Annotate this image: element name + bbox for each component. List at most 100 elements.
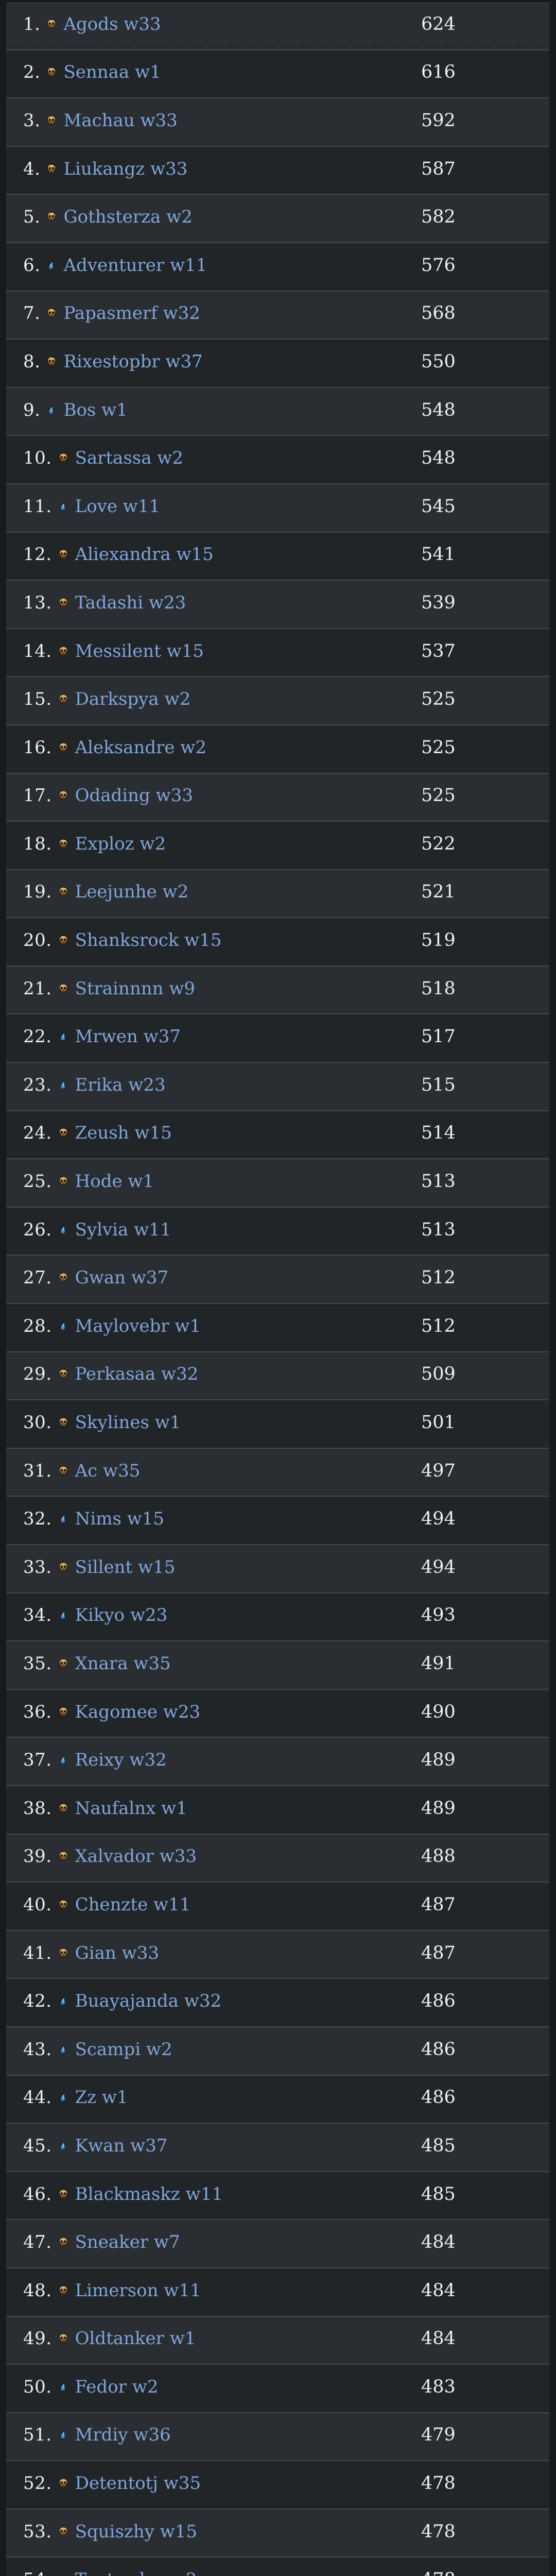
rank-label: 3. — [23, 110, 41, 131]
score-value: 501 — [421, 1412, 456, 1433]
player-name-link[interactable]: Bos w1 — [63, 399, 128, 420]
player-name-link[interactable]: Gian w33 — [75, 1942, 159, 1963]
player-name-link[interactable]: Reixy w32 — [75, 1750, 167, 1771]
table-row: 22. Mrwen w37 517 — [6, 1014, 549, 1063]
skull-icon — [58, 1707, 68, 1717]
skull-icon — [58, 694, 68, 704]
score-value: 582 — [421, 207, 456, 228]
score-value: 548 — [421, 448, 456, 469]
player-name-link[interactable]: Blackmaskz w11 — [75, 2183, 223, 2205]
player-name-link[interactable]: Toptwelve w2 — [75, 2569, 197, 2576]
rank-label: 44. — [23, 2087, 52, 2108]
player-name-link[interactable]: Detentotj w35 — [75, 2473, 201, 2494]
score-value: 545 — [421, 496, 456, 517]
player-name-link[interactable]: Agods w33 — [63, 13, 161, 35]
table-row: 54. Toptwelve w2 478 — [6, 2557, 549, 2576]
rank-label: 8. — [23, 351, 41, 372]
table-row: 48. Limerson w11 484 — [6, 2268, 549, 2317]
player-name-link[interactable]: Oldtanker w1 — [75, 2328, 196, 2349]
blue-flame-icon — [58, 1031, 68, 1042]
player-name-link[interactable]: Strainnnn w9 — [75, 978, 196, 999]
score-value: 489 — [421, 1750, 456, 1771]
player-name-link[interactable]: Xalvador w33 — [75, 1846, 197, 1867]
score-value: 509 — [421, 1364, 456, 1385]
player-name-link[interactable]: Adventurer w11 — [63, 255, 207, 276]
player-name-link[interactable]: Ac w35 — [75, 1460, 141, 1481]
table-row: 28. Maylovebr w1 512 — [6, 1304, 549, 1352]
player-name-link[interactable]: Skylines w1 — [75, 1412, 181, 1433]
player-name-link[interactable]: Nims w15 — [75, 1509, 165, 1530]
player-name-link[interactable]: Love w11 — [75, 496, 161, 517]
skull-icon — [58, 453, 68, 463]
score-value: 485 — [421, 2135, 456, 2156]
player-name-link[interactable]: Exploz w2 — [75, 833, 166, 854]
player-name-link[interactable]: Aliexandra w15 — [75, 544, 214, 565]
player-name-link[interactable]: Limerson w11 — [75, 2280, 201, 2301]
player-name-link[interactable]: Aleksandre w2 — [75, 737, 207, 758]
player-name-link[interactable]: Zeush w15 — [75, 1123, 172, 1144]
table-row: 11. Love w11 545 — [6, 484, 549, 533]
player-name-link[interactable]: Sneaker w7 — [75, 2232, 180, 2253]
player-name-link[interactable]: Naufalnx w1 — [75, 1798, 187, 1819]
leaderboard: 1. Agods w33 624 2. — [6, 0, 549, 2576]
rank-label: 15. — [23, 689, 52, 710]
player-name-link[interactable]: Erika w23 — [75, 1074, 166, 1095]
player-name-link[interactable]: Scampi w2 — [75, 2039, 172, 2060]
score-value: 497 — [421, 1460, 456, 1481]
player-name-link[interactable]: Xnara w35 — [75, 1653, 171, 1674]
player-name-link[interactable]: Fedor w2 — [75, 2376, 159, 2397]
table-row: 7. Papasmerf w32 568 — [6, 291, 549, 340]
player-name-link[interactable]: Squiszhy w15 — [75, 2521, 198, 2542]
score-value: 537 — [421, 640, 456, 662]
player-name-link[interactable]: Machau w33 — [63, 110, 178, 131]
rank-label: 39. — [23, 1846, 52, 1867]
player-name-link[interactable]: Shanksrock w15 — [75, 930, 222, 951]
player-name-link[interactable]: Rixestopbr w37 — [63, 351, 203, 372]
rank-label: 35. — [23, 1653, 52, 1674]
player-name-link[interactable]: Chenzte w11 — [75, 1894, 191, 1915]
player-name-link[interactable]: Papasmerf w32 — [63, 303, 200, 324]
rank-label: 42. — [23, 1991, 52, 2012]
rank-label: 34. — [23, 1605, 52, 1626]
blue-flame-icon — [58, 1755, 68, 1765]
player-name-link[interactable]: Perkasaa w32 — [75, 1364, 199, 1385]
player-name-link[interactable]: Liukangz w33 — [63, 158, 188, 179]
player-name-link[interactable]: Mrwen w37 — [75, 1026, 181, 1047]
player-name-link[interactable]: Buayajanda w32 — [75, 1991, 222, 2012]
score-value: 539 — [421, 592, 456, 613]
rank-label: 14. — [23, 640, 52, 662]
table-row: 23. Erika w23 515 — [6, 1063, 549, 1111]
player-name-link[interactable]: Gwan w37 — [75, 1267, 169, 1289]
blue-flame-icon — [58, 2382, 68, 2392]
player-name-link[interactable]: Kikyo w23 — [75, 1605, 168, 1626]
player-name-link[interactable]: Odading w33 — [75, 785, 193, 806]
player-name-link[interactable]: Kwan w37 — [75, 2135, 168, 2156]
score-value: 512 — [421, 1315, 456, 1336]
table-row: 30. Skylines w1 501 — [6, 1400, 549, 1449]
rank-label: 1. — [23, 13, 41, 35]
score-value: 484 — [421, 2328, 456, 2349]
score-value: 487 — [421, 1942, 456, 1963]
player-name-link[interactable]: Leejunhe w2 — [75, 882, 189, 903]
player-name-link[interactable]: Sillent w15 — [75, 1556, 176, 1578]
player-name-link[interactable]: Maylovebr w1 — [75, 1315, 201, 1336]
rank-label: 38. — [23, 1798, 52, 1819]
score-value: 513 — [421, 1171, 456, 1192]
player-name-link[interactable]: Kagomee w23 — [75, 1701, 201, 1722]
player-name-link[interactable]: Hode w1 — [75, 1171, 154, 1192]
player-name-link[interactable]: Zz w1 — [75, 2087, 128, 2108]
blue-flame-icon — [58, 1514, 68, 1524]
player-name-link[interactable]: Sartassa w2 — [75, 448, 184, 469]
player-name-link[interactable]: Mrdiy w36 — [75, 2425, 171, 2446]
player-name-link[interactable]: Gothsterza w2 — [63, 207, 193, 228]
table-row: 47. Sneaker w7 484 — [6, 2220, 549, 2268]
table-row: 2. Sennaa w1 616 — [6, 50, 549, 99]
blue-flame-icon — [58, 1996, 68, 2006]
player-name-link[interactable]: Sylvia w11 — [75, 1219, 171, 1240]
player-name-link[interactable]: Sennaa w1 — [63, 62, 161, 83]
table-row: 12. Aliexandra w15 541 — [6, 532, 549, 581]
rank-label: 24. — [23, 1123, 52, 1144]
player-name-link[interactable]: Tadashi w23 — [75, 592, 186, 613]
player-name-link[interactable]: Messilent w15 — [75, 640, 204, 662]
player-name-link[interactable]: Darkspya w2 — [75, 689, 191, 710]
